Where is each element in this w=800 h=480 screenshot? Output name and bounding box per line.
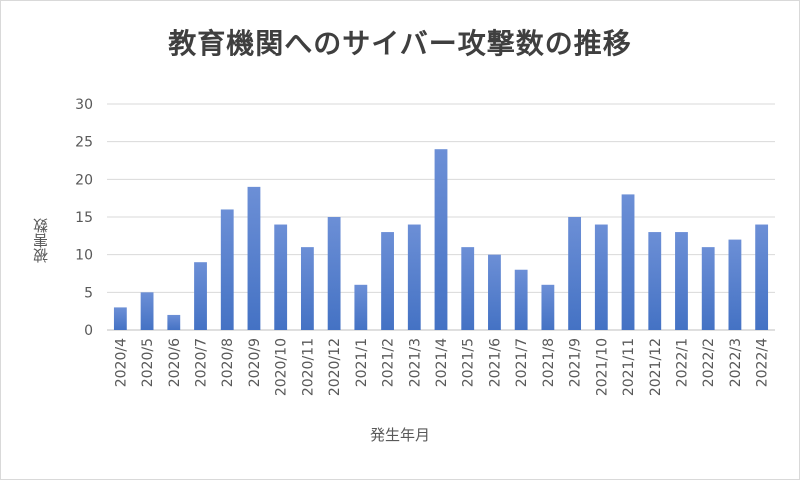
x-tick-label: 2020/9 — [247, 338, 263, 387]
bar — [274, 224, 288, 330]
bar — [701, 247, 715, 330]
x-tick-label: 2021/4 — [434, 338, 450, 387]
x-tick-label: 2021/7 — [514, 338, 530, 387]
bar — [327, 217, 341, 330]
bar — [381, 232, 394, 330]
x-tick-label: 2022/4 — [755, 338, 771, 387]
x-axis-ticks: 2020/4 2020/5 2020/6 2020/7 2020/8 2020/9 2020… — [113, 338, 770, 396]
bar — [728, 239, 742, 330]
x-tick-label: 2020/6 — [167, 338, 183, 387]
bar — [300, 247, 314, 330]
bar — [488, 254, 501, 330]
x-tick-label: 2020/8 — [220, 338, 236, 387]
bar — [648, 232, 662, 330]
bar — [594, 224, 608, 330]
y-tick-label: 0 — [84, 323, 93, 339]
bar — [514, 269, 528, 330]
x-tick-label: 2020/10 — [274, 338, 290, 396]
x-tick-label: 2021/2 — [381, 338, 397, 387]
bar — [621, 194, 635, 330]
bars — [113, 149, 769, 330]
bar — [461, 247, 475, 330]
x-tick-label: 2021/8 — [541, 338, 557, 387]
bar — [167, 314, 181, 330]
bar — [247, 186, 261, 330]
bar — [220, 209, 234, 330]
bar — [434, 149, 448, 330]
bar — [407, 224, 421, 330]
y-tick-label: 5 — [84, 285, 93, 301]
y-tick-label: 10 — [75, 248, 93, 264]
x-tick-label: 2021/10 — [594, 338, 610, 396]
x-tick-label: 2021/1 — [354, 338, 370, 387]
x-tick-label: 2021/5 — [461, 338, 477, 387]
y-axis-ticks: 0 5 10 15 20 25 30 — [75, 97, 93, 339]
bar — [755, 224, 769, 330]
bar — [194, 262, 207, 330]
bar — [675, 232, 688, 330]
x-tick-label: 2020/4 — [113, 338, 129, 387]
x-axis-label: 発生年月 — [369, 426, 430, 444]
x-tick-label: 2022/2 — [701, 338, 717, 387]
x-tick-label: 2020/5 — [140, 338, 156, 387]
y-tick-label: 30 — [75, 97, 93, 113]
x-tick-label: 2022/1 — [674, 338, 690, 387]
x-tick-label: 2020/11 — [300, 338, 316, 396]
x-tick-label: 2021/3 — [407, 338, 423, 387]
x-tick-label: 2022/3 — [728, 338, 744, 387]
bar — [140, 292, 154, 330]
x-tick-label: 2021/11 — [621, 338, 637, 396]
x-tick-label: 2020/7 — [194, 338, 210, 387]
bar — [541, 284, 555, 330]
y-axis-label: 被害数 — [32, 218, 50, 263]
chart-title: 教育機関へのサイバー攻撃数の推移 — [168, 27, 632, 60]
bar — [568, 217, 582, 330]
y-tick-label: 20 — [75, 172, 93, 188]
y-tick-label: 25 — [75, 135, 93, 151]
bar — [354, 284, 368, 330]
y-tick-label: 15 — [75, 210, 93, 226]
x-tick-label: 2020/12 — [327, 338, 343, 396]
bar — [113, 307, 127, 330]
x-tick-label: 2021/12 — [648, 338, 664, 396]
x-tick-label: 2021/9 — [568, 338, 584, 387]
x-tick-label: 2021/6 — [487, 338, 503, 387]
